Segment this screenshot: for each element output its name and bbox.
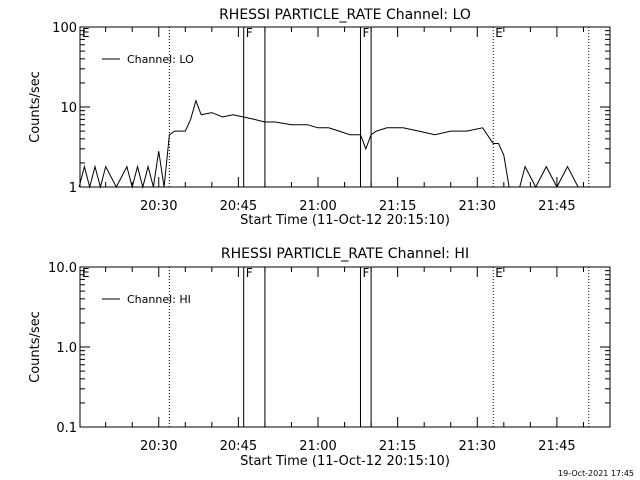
- plot-frame-2: [79, 266, 611, 428]
- marker-label-f: F: [246, 26, 253, 40]
- series-line-1-1: [78, 99, 589, 189]
- x-tick-label: 21:15: [379, 439, 416, 454]
- x-tick-label: 20:45: [220, 199, 257, 214]
- x-axis-label-1: Start Time (11-Oct-12 20:15:10): [240, 213, 450, 228]
- y-tick-label: 0.1: [56, 421, 77, 436]
- x-axis-label-2: Start Time (11-Oct-12 20:15:10): [240, 454, 450, 469]
- x-tick-label: 20:30: [140, 199, 177, 214]
- marker-label-e: E: [495, 26, 503, 40]
- x-tick-label: 21:30: [459, 439, 496, 454]
- y-tick-label: 1.0: [56, 341, 77, 356]
- y-tick-label: 10.0: [48, 261, 77, 276]
- marker-label-f: F: [362, 26, 369, 40]
- x-tick-label: 21:45: [538, 199, 575, 214]
- x-tick-label: 20:45: [220, 439, 257, 454]
- marker-label-f: F: [246, 266, 253, 280]
- y-tick-label: 10: [60, 101, 77, 116]
- y-tick-label: 100: [52, 21, 77, 36]
- y-axis-label-1: Counts/sec: [28, 71, 43, 143]
- x-tick-label: 21:45: [538, 439, 575, 454]
- x-tick-label: 21:00: [299, 439, 336, 454]
- x-tick-label: 21:00: [299, 199, 336, 214]
- marker-label-e: E: [495, 266, 503, 280]
- legend-label-2: Channel: HI: [127, 293, 191, 306]
- chart-title-2: RHESSI PARTICLE_RATE Channel: HI: [221, 246, 469, 262]
- x-tick-label: 20:30: [140, 439, 177, 454]
- x-tick-label: 21:15: [379, 199, 416, 214]
- legend-label-1: Channel: LO: [127, 53, 194, 66]
- plot-frame-1: [79, 26, 611, 188]
- x-tick-label: 21:30: [459, 199, 496, 214]
- y-axis-label-2: Counts/sec: [28, 311, 43, 383]
- marker-label-e: E: [82, 26, 90, 40]
- marker-label-f: F: [362, 266, 369, 280]
- chart-title-1: RHESSI PARTICLE_RATE Channel: LO: [219, 7, 471, 23]
- y-tick-label: 1: [69, 181, 77, 196]
- plot-timestamp: 19-Oct-2021 17:45: [558, 469, 634, 478]
- marker-label-e: E: [82, 266, 90, 280]
